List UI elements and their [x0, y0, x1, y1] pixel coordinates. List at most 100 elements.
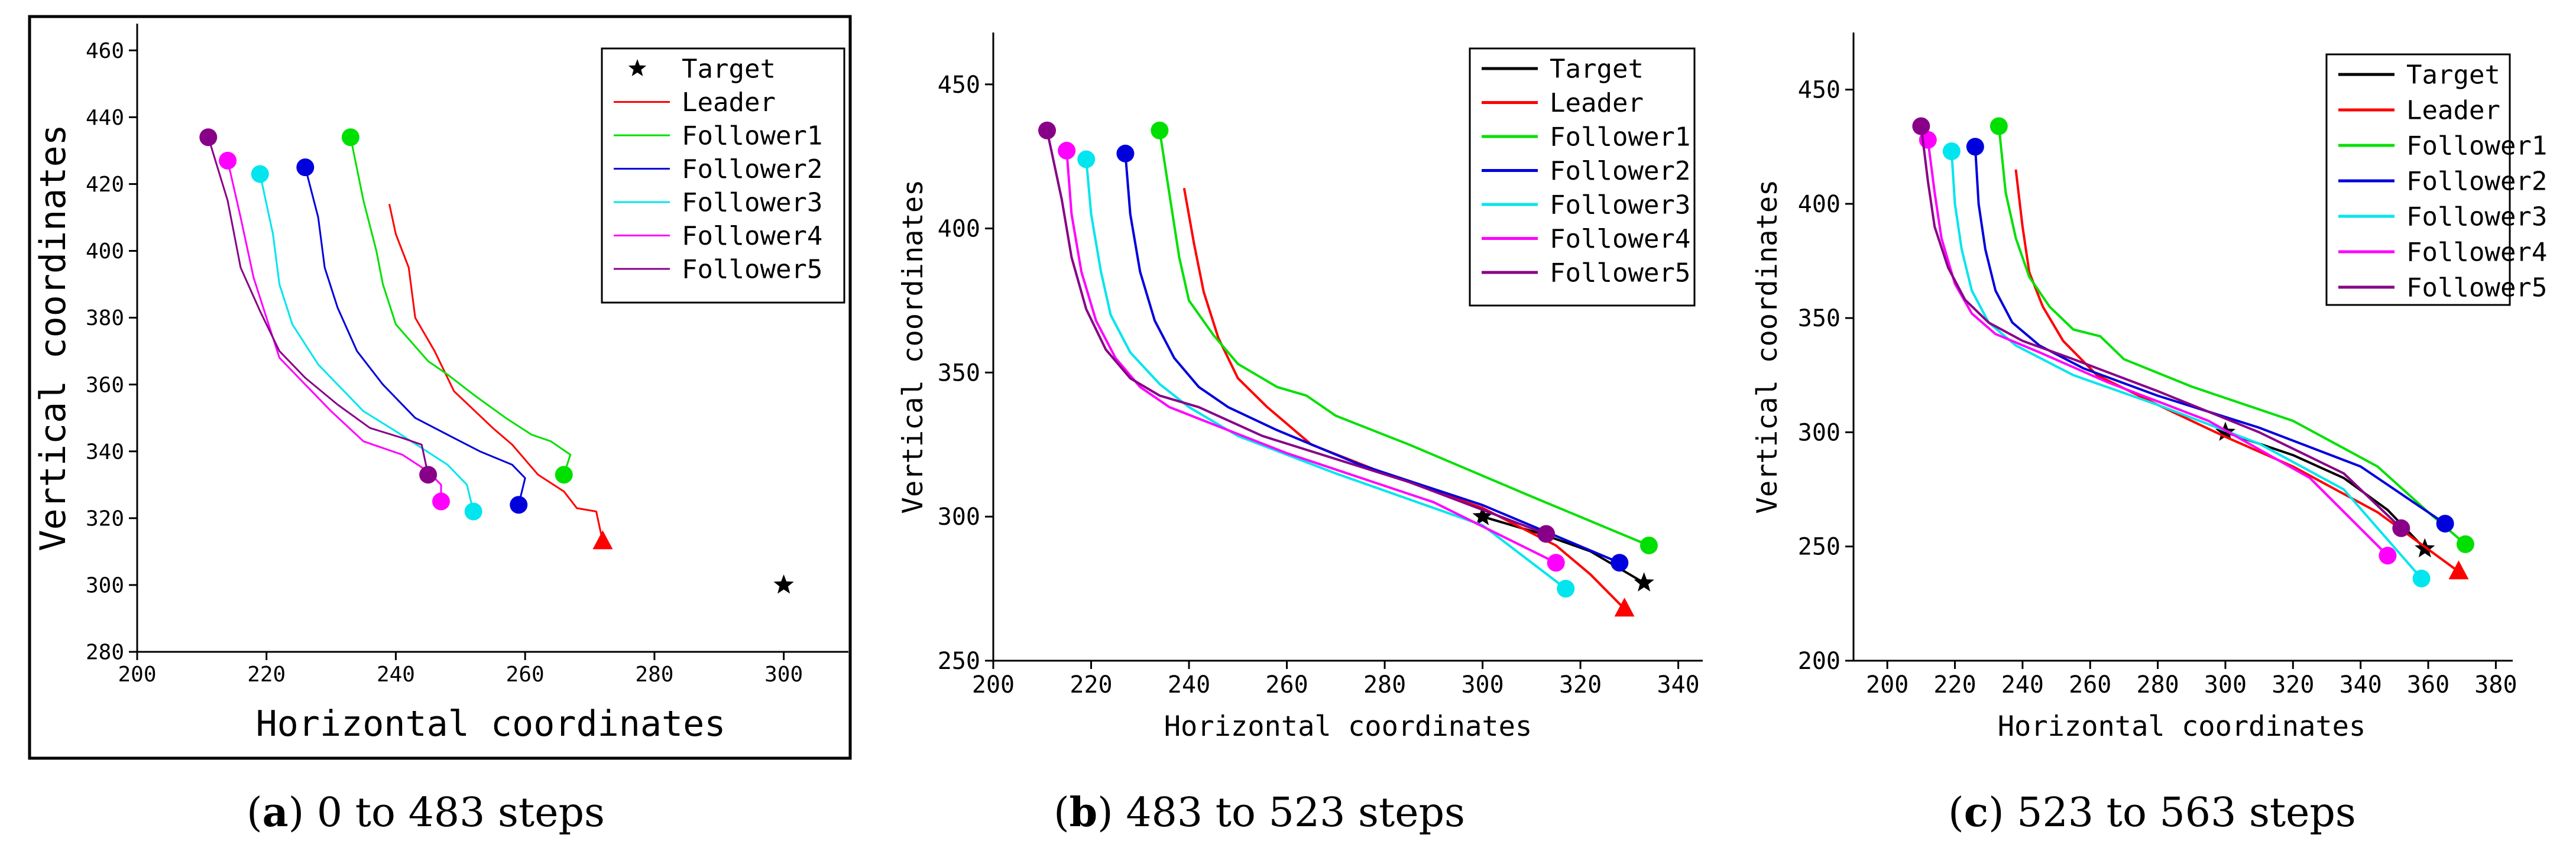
- y-tick-label: 440: [86, 106, 124, 130]
- series-follower2: [296, 158, 528, 514]
- series-line: [2014, 169, 2460, 573]
- x-tick-label: 340: [2340, 671, 2382, 699]
- y-tick-label: 450: [938, 72, 980, 99]
- end-marker: [2448, 560, 2469, 580]
- series-follower3: [1077, 150, 1575, 598]
- series-line: [1124, 153, 1621, 564]
- start-marker: [341, 128, 359, 147]
- series-line: [1997, 126, 2467, 545]
- x-tick-label: 240: [1168, 671, 1210, 699]
- x-tick-label: 280: [635, 662, 673, 687]
- end-marker: [592, 530, 613, 550]
- y-tick-label: 250: [938, 648, 980, 675]
- x-tick-label: 380: [2474, 671, 2517, 699]
- series-follower3: [1942, 142, 2431, 587]
- x-ticks: 200 220 240 260 280 300 320 340: [972, 661, 1700, 699]
- x-tick-label: 200: [118, 662, 156, 687]
- y-axis-label: Vertical coordinates: [897, 180, 929, 514]
- y-tick-label: 380: [86, 306, 124, 330]
- chart-c: 200 220 240 260 280 300 320 340 360 380 200 250 300 3…: [1751, 33, 2547, 743]
- y-tick-label: 400: [938, 216, 980, 243]
- end-marker: [1557, 580, 1575, 598]
- start-marker: [1472, 506, 1493, 525]
- series-line: [1158, 130, 1650, 547]
- legend-label: Target: [2406, 60, 2500, 90]
- series-follower4: [1058, 141, 1565, 572]
- x-tick-label: 320: [2272, 671, 2314, 699]
- x-ticks: 200 220 240 260 280 300: [118, 652, 803, 687]
- series-line: [1920, 126, 2402, 530]
- y-tick-label: 350: [1798, 305, 1841, 332]
- x-tick-label: 260: [506, 662, 545, 687]
- series-target: [1472, 506, 1654, 592]
- y-ticks: 250 300 350 400 450: [938, 72, 993, 675]
- caption-a: (a) 0 to 483 steps: [247, 789, 605, 836]
- end-marker: [419, 466, 438, 484]
- x-tick-label: 220: [1933, 671, 1976, 699]
- end-marker: [773, 574, 794, 594]
- start-marker: [1058, 141, 1076, 160]
- start-marker: [1077, 150, 1096, 168]
- start-marker: [1151, 121, 1169, 139]
- series-line: [1926, 139, 2389, 557]
- y-tick-label: 280: [86, 641, 124, 665]
- x-axis-label: Horizontal coordinates: [256, 703, 726, 745]
- legend-label: Target: [682, 54, 776, 84]
- legend-label: Follower2: [682, 154, 822, 184]
- start-marker: [1966, 138, 1984, 156]
- end-marker: [2379, 547, 2397, 565]
- series-line: [1065, 150, 1557, 564]
- x-tick-label: 240: [2001, 671, 2044, 699]
- y-tick-label: 350: [938, 359, 980, 386]
- x-ticks: 200 220 240 260 280 300 320 340 360 380: [1866, 661, 2517, 699]
- series-leader: [1182, 187, 1635, 617]
- x-tick-label: 260: [1265, 671, 1308, 699]
- legend-label: Follower5: [1550, 258, 1690, 288]
- legend-label: Leader: [682, 87, 776, 118]
- y-ticks: 200 250 300 350 400 450: [1798, 77, 1854, 675]
- legend-label: Follower2: [2406, 166, 2547, 196]
- x-tick-label: 320: [1559, 671, 1602, 699]
- series-leader: [388, 203, 613, 550]
- series-line: [1046, 130, 1547, 535]
- legend-label: Follower1: [1550, 122, 1690, 152]
- series-line: [1482, 515, 1645, 584]
- legend-label: Follower4: [1550, 224, 1690, 254]
- y-tick-label: 340: [86, 440, 124, 464]
- end-marker: [510, 496, 528, 514]
- legend-label: Follower1: [682, 121, 822, 151]
- legend: Target Leader Follower1 Follower2 Follower3 F…: [1469, 47, 1696, 307]
- series-line: [349, 137, 572, 475]
- end-marker: [2412, 569, 2431, 587]
- x-tick-label: 200: [1866, 671, 1908, 699]
- series-follower2: [1966, 138, 2454, 533]
- x-axis-label: Horizontal coordinates: [1998, 710, 2366, 743]
- y-tick-label: 360: [86, 373, 124, 397]
- start-marker: [1116, 144, 1135, 163]
- start-marker: [199, 128, 218, 147]
- end-marker: [1537, 525, 1556, 543]
- legend-label: Follower3: [1550, 190, 1690, 220]
- caption-c: (c) 523 to 563 steps: [1948, 789, 2356, 836]
- series-line: [259, 174, 475, 512]
- y-tick-label: 400: [86, 239, 124, 264]
- series-line: [304, 167, 526, 505]
- y-axis-label: Vertical coordinates: [1751, 180, 1784, 514]
- series-follower4: [1919, 131, 2397, 565]
- series-target: [773, 574, 794, 594]
- y-axis-label: Vertical coordinates: [33, 124, 74, 551]
- x-tick-label: 280: [1363, 671, 1406, 699]
- x-tick-label: 360: [2407, 671, 2449, 699]
- legend-label: Follower4: [682, 221, 822, 251]
- legend-label: Follower5: [2406, 272, 2547, 303]
- y-tick-label: 400: [1798, 191, 1841, 218]
- caption-b: (b) 483 to 523 steps: [1054, 789, 1465, 836]
- start-marker: [1942, 142, 1961, 161]
- start-marker: [1989, 117, 2008, 135]
- start-marker: [1912, 117, 1930, 135]
- legend: Target Leader Follower1 Follower2 Follower3 F…: [2325, 53, 2547, 306]
- x-tick-label: 280: [2136, 671, 2179, 699]
- y-tick-label: 200: [1798, 648, 1841, 675]
- start-marker: [296, 158, 315, 177]
